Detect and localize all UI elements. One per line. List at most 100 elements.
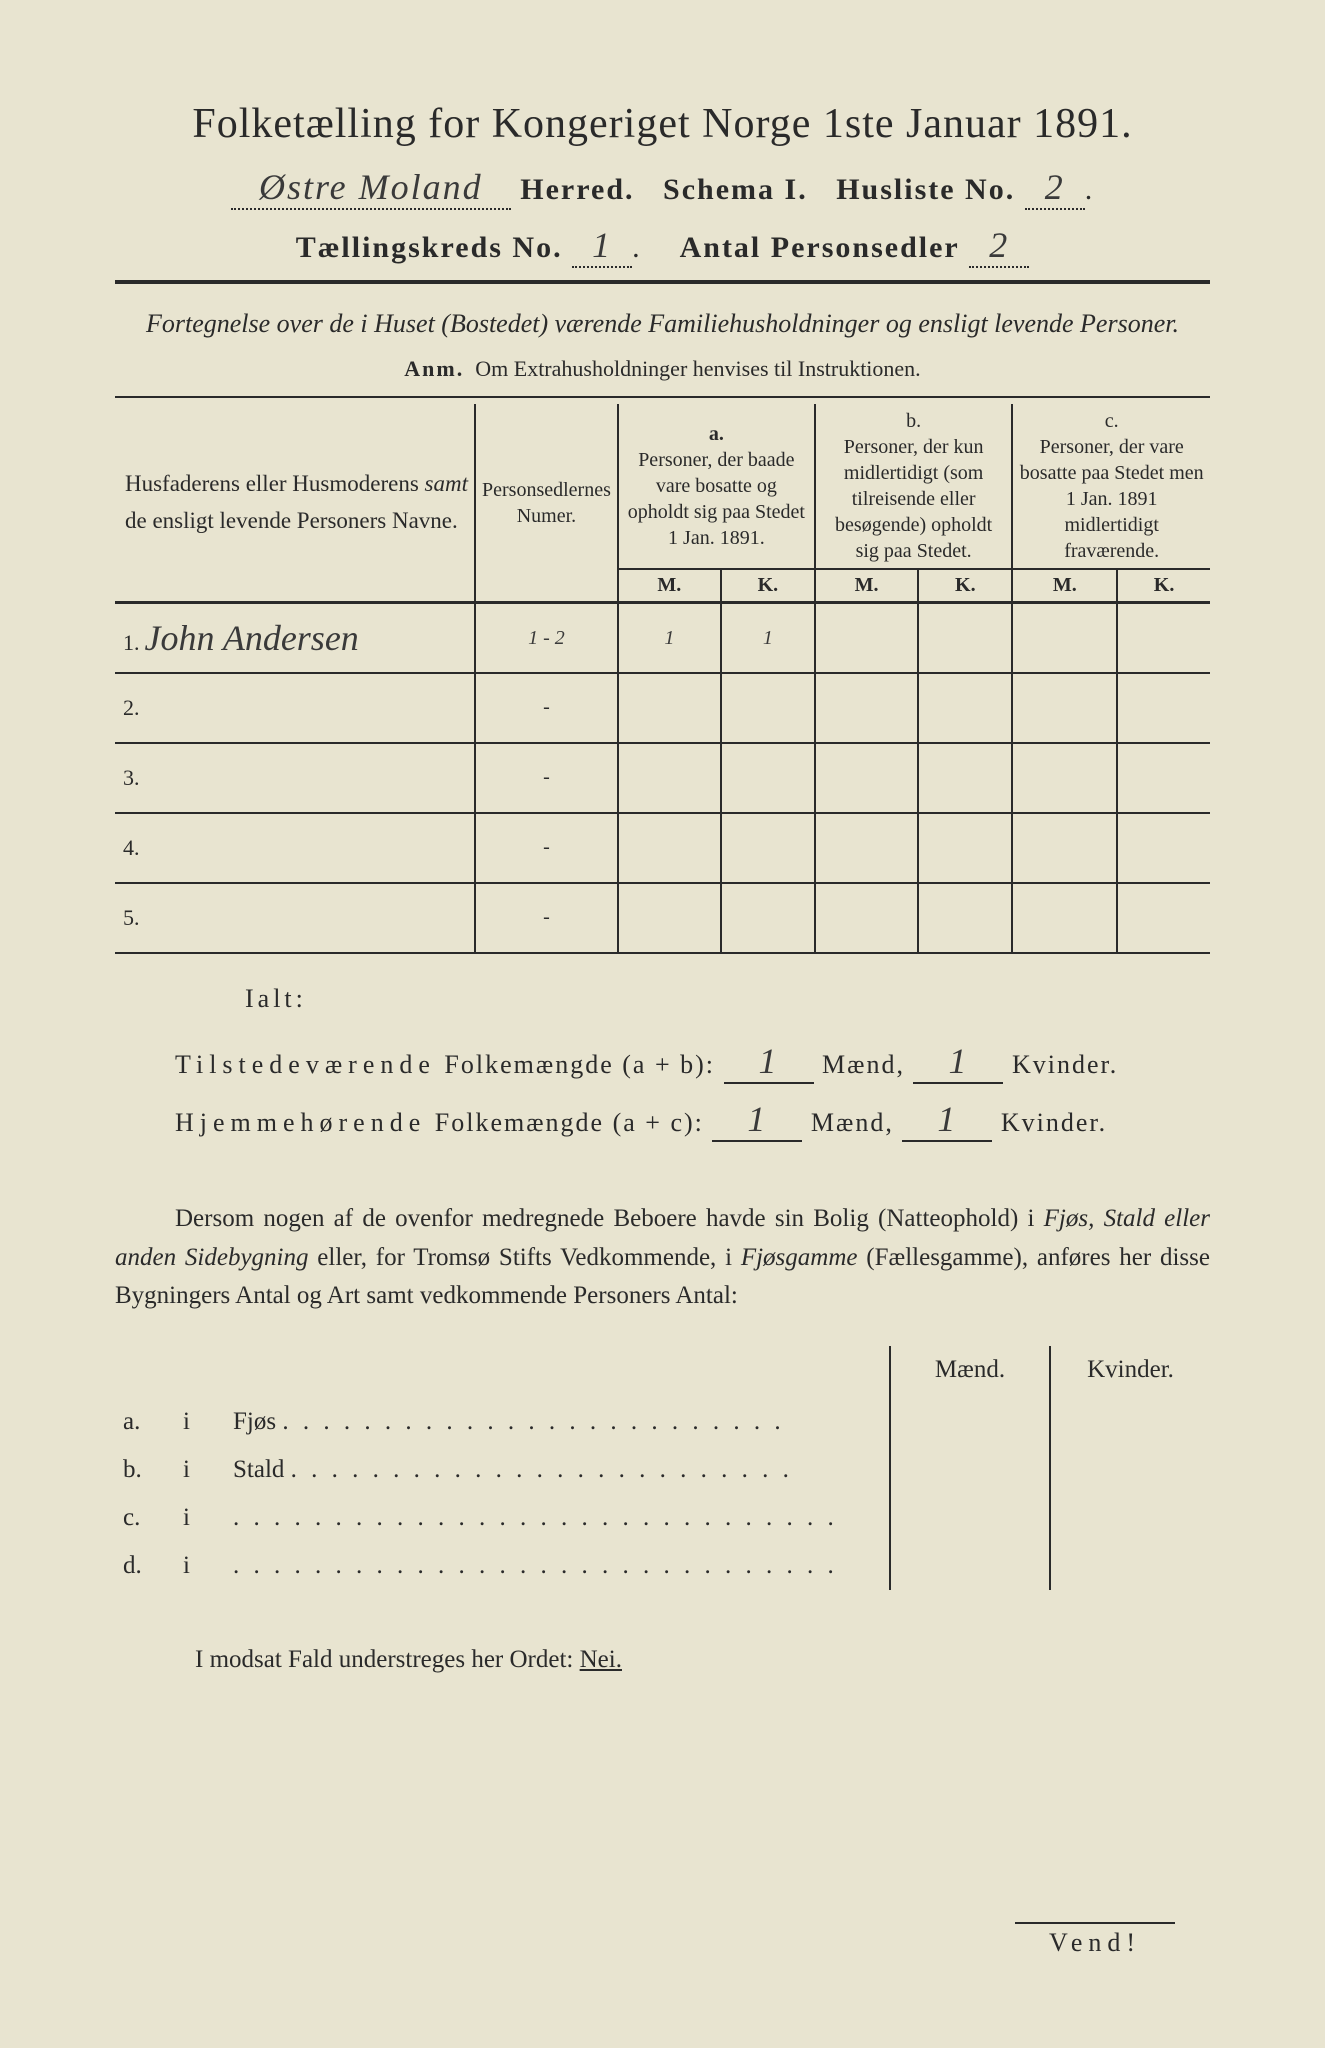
subtitle: Fortegnelse over de i Huset (Bostedet) v… (115, 306, 1210, 342)
sum1-label: Tilstedeværende (175, 1050, 436, 1079)
row-num: 3. (123, 765, 140, 790)
herred-handwritten: Østre Moland (231, 166, 511, 210)
cell (918, 673, 1012, 743)
bot-i: i (175, 1398, 225, 1446)
bot-k (1050, 1446, 1210, 1494)
cell (618, 743, 721, 813)
instruction-paragraph: Dersom nogen af de ovenfor medregnede Be… (115, 1200, 1210, 1316)
col-a-m: M. (618, 569, 721, 603)
kreds-no: 1 (572, 224, 632, 268)
main-table: Husfaderens eller Husmoderens samt de en… (115, 404, 1210, 954)
col-c-m: M. (1012, 569, 1117, 603)
cell-ck (1117, 603, 1210, 673)
cell (815, 673, 918, 743)
sum2-label: Hjemmehørende (175, 1108, 426, 1137)
header-line-2: Østre Moland Herred. Schema I. Husliste … (115, 166, 1210, 210)
cell (721, 813, 815, 883)
row-num: 5. (123, 905, 140, 930)
ialt-label: Ialt: (245, 984, 1210, 1014)
bot-i: i (175, 1542, 225, 1590)
cell: - (475, 743, 618, 813)
anm-text: Om Extrahusholdninger henvises til Instr… (475, 356, 920, 381)
cell (618, 883, 721, 953)
bottom-row: b. i Stald . . . . . . . . . . . . . . .… (115, 1446, 1210, 1494)
row-1: 1. John Andersen (115, 603, 475, 673)
col-b-label: b. (906, 410, 921, 432)
herred-label: Herred. (520, 173, 634, 206)
bot-label: b. (115, 1446, 175, 1494)
husliste-label: Husliste No. (836, 173, 1015, 206)
cell (618, 813, 721, 883)
bot-label: d. (115, 1542, 175, 1590)
cell-bk (918, 603, 1012, 673)
maend-label: Mænd, (822, 1050, 905, 1079)
bot-m (890, 1494, 1050, 1542)
cell-cm (1012, 603, 1117, 673)
bottom-row: a. i Fjøs . . . . . . . . . . . . . . . … (115, 1398, 1210, 1446)
table-row: 4. - (115, 813, 1210, 883)
cell (721, 673, 815, 743)
modsat-text: I modsat Fald understreges her Ordet: (195, 1646, 573, 1673)
bot-text: . . . . . . . . . . . . . . . . . . . . … (225, 1494, 890, 1542)
bot-m (890, 1398, 1050, 1446)
bot-text: . . . . . . . . . . . . . . . . . . . . … (225, 1542, 890, 1590)
sum2-m: 1 (712, 1098, 802, 1142)
cell (721, 883, 815, 953)
husliste-no: 2 (1025, 166, 1085, 210)
bot-i: i (175, 1494, 225, 1542)
col-b-text: Personer, der kun midlertidigt (som tilr… (835, 436, 992, 562)
sum-line-1: Tilstedeværende Folkemængde (a + b): 1 M… (175, 1040, 1210, 1084)
col-a-k: K. (721, 569, 815, 603)
cell (618, 673, 721, 743)
bottom-table: Mænd. Kvinder. a. i Fjøs . . . . . . . .… (115, 1346, 1210, 1590)
row-num: 2. (123, 695, 140, 720)
row-num: 1. (123, 630, 140, 655)
row-name: John Andersen (145, 618, 359, 658)
kreds-label: Tællingskreds No. (296, 231, 563, 264)
schema-label: Schema I. (663, 173, 808, 206)
col-a-label: a. (709, 423, 724, 445)
kvinder-label: Kvinder. (1012, 1050, 1118, 1079)
col-b-k: K. (918, 569, 1012, 603)
cell: - (475, 673, 618, 743)
bot-k (1050, 1542, 1210, 1590)
cell-am: 1 (618, 603, 721, 673)
cell (1012, 673, 1117, 743)
row-num: 4. (123, 835, 140, 860)
vend-label: Vend! (1015, 1922, 1175, 1958)
col-a-text: Personer, der baade vare bosatte og opho… (628, 449, 805, 549)
sum-line-2: Hjemmehørende Folkemængde (a + c): 1 Mæn… (175, 1098, 1210, 1142)
header-line-3: Tællingskreds No. 1. Antal Personsedler … (115, 224, 1210, 268)
cell (1012, 743, 1117, 813)
anm-label: Anm. (404, 356, 464, 381)
cell (918, 883, 1012, 953)
table-row: 3. - (115, 743, 1210, 813)
col-a-header: a. Personer, der baade vare bosatte og o… (618, 404, 815, 569)
cell-bm (815, 603, 918, 673)
col-c-label: c. (1105, 410, 1119, 432)
bot-maend-header: Mænd. (890, 1346, 1050, 1398)
bottom-row: d. i . . . . . . . . . . . . . . . . . .… (115, 1542, 1210, 1590)
anm-note: Anm. Om Extrahusholdninger henvises til … (115, 356, 1210, 382)
col-name-header: Husfaderens eller Husmoderens samt de en… (115, 404, 475, 603)
bot-text: Stald . . . . . . . . . . . . . . . . . … (225, 1446, 890, 1494)
cell (1117, 813, 1210, 883)
cell (1117, 883, 1210, 953)
page-title: Folketælling for Kongeriget Norge 1ste J… (115, 100, 1210, 148)
kvinder-label: Kvinder. (1001, 1108, 1107, 1137)
bot-i: i (175, 1446, 225, 1494)
cell (721, 743, 815, 813)
col-numer-header: Personsedlernes Numer. (475, 404, 618, 603)
divider-2 (115, 396, 1210, 398)
col-b-m: M. (815, 569, 918, 603)
bottom-header: Mænd. Kvinder. (115, 1346, 1210, 1398)
cell (1012, 883, 1117, 953)
bot-kvinder-header: Kvinder. (1050, 1346, 1210, 1398)
sum2-k: 1 (902, 1098, 992, 1142)
bot-text: Fjøs . . . . . . . . . . . . . . . . . .… (225, 1398, 890, 1446)
col-c-k: K. (1117, 569, 1210, 603)
col-b-header: b. Personer, der kun midlertidigt (som t… (815, 404, 1013, 569)
table-header-row: Husfaderens eller Husmoderens samt de en… (115, 404, 1210, 569)
dots: . . . . . . . . . . . . . . . . . . . . … (233, 1504, 838, 1531)
cell (815, 743, 918, 813)
